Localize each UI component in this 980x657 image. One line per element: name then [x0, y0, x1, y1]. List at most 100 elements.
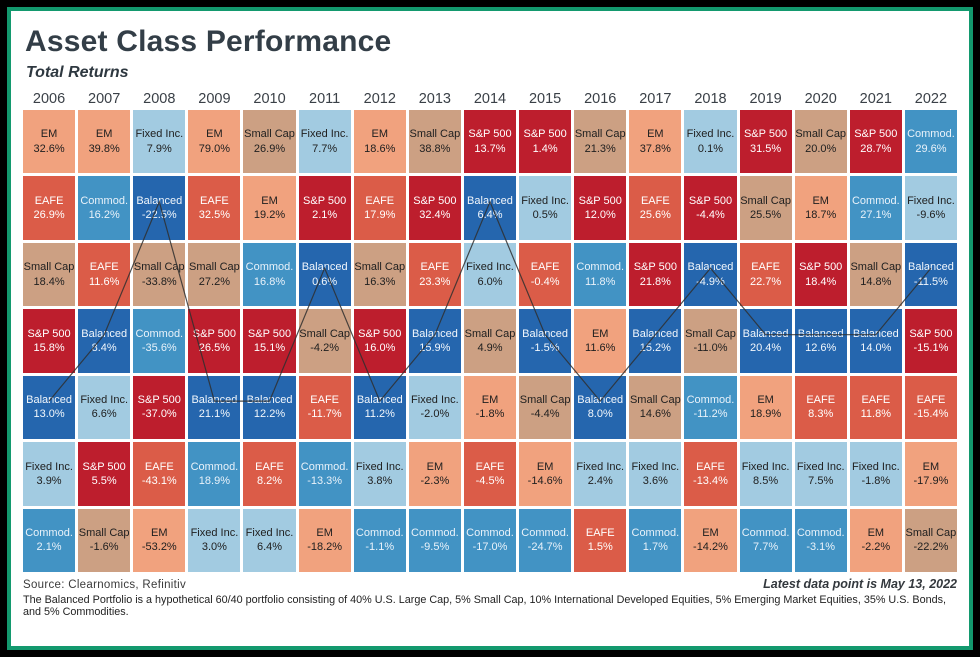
- cell-2009-em: EM 79.0%: [188, 110, 241, 174]
- cell-asset-label: Commod.: [411, 526, 459, 539]
- cell-value-label: 18.9%: [749, 408, 782, 421]
- cell-2006-smallcap: Small Cap 18.4%: [23, 242, 76, 307]
- cell-value-label: 12.2%: [253, 408, 286, 421]
- cell-asset-label: Commod.: [135, 327, 184, 340]
- year-label-2021: 2021: [859, 91, 892, 107]
- cell-2008-sp500: S&P 500 -37.0%: [133, 375, 186, 440]
- cell-asset-label: EAFE: [585, 526, 615, 539]
- cell-2017-eafe: EAFE 25.6%: [629, 176, 682, 240]
- cell-2014-eafe: EAFE -4.5%: [463, 442, 517, 506]
- cell-2009-balanced: Balanced 21.1%: [188, 375, 241, 440]
- cell-value-label: -1.6%: [89, 541, 119, 554]
- cell-asset-label: S&P 500: [247, 327, 292, 340]
- cell-asset-label: EAFE: [310, 394, 339, 407]
- cell-2021-sp500: S&P 500 28.7%: [849, 110, 902, 174]
- cell-2012-sp500: S&P 500 16.0%: [353, 309, 406, 373]
- cell-value-label: 6.4%: [477, 209, 503, 222]
- cell-value-label: 2.1%: [312, 209, 338, 222]
- cell-value-label: 15.8%: [33, 341, 65, 354]
- cell-asset-label: EM: [481, 394, 499, 407]
- cell-2012-balanced: Balanced 11.2%: [353, 375, 406, 440]
- cell-asset-label: S&P 500: [27, 327, 71, 340]
- cell-value-label: 3.9%: [36, 474, 62, 487]
- cell-2013-balanced: Balanced 15.9%: [408, 309, 461, 373]
- cell-asset-label: EAFE: [475, 460, 505, 473]
- cell-value-label: 11.6%: [88, 275, 120, 288]
- cell-2021-balanced: Balanced 14.0%: [849, 309, 902, 373]
- cell-asset-label: Small Cap: [464, 327, 516, 340]
- cell-2021-eafe: EAFE 11.8%: [849, 375, 902, 440]
- cell-asset-label: Balanced: [742, 327, 789, 340]
- cell-2020-commod: Commod. -3.1%: [794, 508, 847, 572]
- year-label-2011: 2011: [309, 91, 341, 107]
- cell-asset-label: EM: [426, 460, 444, 473]
- cell-value-label: 25.6%: [639, 209, 671, 222]
- cell-value-label: -11.7%: [307, 408, 342, 421]
- balanced-portfolio-note: The Balanced Portfolio is a hypothetical…: [23, 594, 947, 618]
- cell-value-label: 20.4%: [749, 341, 782, 354]
- cell-asset-label: Commod.: [907, 128, 955, 141]
- cell-2018-sp500: S&P 500 -4.4%: [684, 176, 737, 240]
- cell-2016-commod: Commod. 11.8%: [574, 242, 627, 307]
- returns-grid: EM 32.6% EAFE 26.9% Small Cap 18.4% S&P 500 15.…: [23, 110, 957, 572]
- cell-2012-fixedinc: Fixed Inc. 3.8%: [353, 442, 406, 506]
- cell-2022-smallcap: Small Cap -22.2%: [904, 508, 957, 572]
- cell-value-label: -11.0%: [693, 341, 728, 354]
- cell-asset-label: S&P 500: [468, 128, 512, 141]
- cell-asset-label: Small Cap: [519, 394, 571, 407]
- cell-2014-fixedinc: Fixed Inc. 6.0%: [463, 242, 517, 307]
- cell-asset-label: Fixed Inc.: [796, 460, 845, 473]
- cell-asset-label: Balanced: [467, 194, 513, 207]
- cell-value-label: 19.2%: [253, 209, 286, 222]
- year-label-2019: 2019: [749, 91, 782, 107]
- cell-asset-label: Fixed Inc.: [741, 460, 790, 473]
- cell-asset-label: Commod.: [521, 526, 569, 539]
- cell-2006-eafe: EAFE 26.9%: [23, 176, 76, 240]
- cell-2009-sp500: S&P 500 26.5%: [188, 309, 241, 373]
- cell-asset-label: EAFE: [144, 460, 174, 473]
- cell-asset-label: Commod.: [190, 460, 239, 473]
- cell-2013-commod: Commod. -9.5%: [408, 508, 461, 572]
- cell-value-label: -18.2%: [307, 541, 343, 554]
- latest-data-point-text: Latest data point is May 13, 2022: [763, 577, 957, 591]
- cell-asset-label: EAFE: [34, 194, 64, 207]
- cell-2007-commod: Commod. 16.2%: [78, 176, 131, 240]
- cell-asset-label: EAFE: [751, 261, 780, 274]
- cell-2015-em: EM -14.6%: [519, 442, 572, 506]
- cell-asset-label: Balanced: [191, 394, 238, 407]
- cell-2020-fixedinc: Fixed Inc. 7.5%: [794, 442, 847, 506]
- cell-2018-smallcap: Small Cap -11.0%: [684, 309, 737, 373]
- cell-2018-balanced: Balanced -4.9%: [684, 242, 737, 307]
- cell-value-label: 5.5%: [91, 474, 117, 487]
- cell-2020-smallcap: Small Cap 20.0%: [794, 110, 847, 174]
- cell-2008-smallcap: Small Cap -33.8%: [133, 242, 186, 307]
- cell-2015-commod: Commod. -24.7%: [519, 508, 572, 572]
- cell-2010-smallcap: Small Cap 26.9%: [243, 110, 296, 174]
- cell-asset-label: Commod.: [686, 394, 735, 407]
- cell-value-label: 15.9%: [419, 341, 451, 354]
- cell-asset-label: EAFE: [255, 460, 284, 473]
- cell-2019-sp500: S&P 500 31.5%: [739, 110, 792, 174]
- cell-asset-label: Small Cap: [299, 327, 351, 340]
- cell-asset-label: EAFE: [861, 394, 891, 407]
- cell-asset-label: Small Cap: [244, 128, 295, 141]
- cell-value-label: -33.8%: [141, 275, 177, 288]
- cell-value-label: 1.7%: [642, 541, 668, 554]
- cell-value-label: -9.5%: [420, 541, 450, 554]
- cell-value-label: -15.4%: [913, 408, 949, 421]
- cell-asset-label: Fixed Inc.: [135, 128, 184, 141]
- cell-value-label: 26.9%: [33, 209, 65, 222]
- cell-asset-label: Small Cap: [685, 327, 736, 340]
- cell-value-label: 11.8%: [585, 275, 616, 288]
- cell-2022-em: EM -17.9%: [904, 442, 957, 506]
- cell-2019-balanced: Balanced 20.4%: [739, 309, 792, 373]
- cell-asset-label: Balanced: [26, 394, 72, 407]
- cell-asset-label: EM: [702, 526, 719, 539]
- cell-value-label: -1.5%: [530, 341, 560, 354]
- cell-asset-label: EM: [757, 394, 774, 407]
- cell-value-label: 6.0%: [477, 275, 503, 288]
- cell-asset-label: Commod.: [80, 194, 129, 207]
- cell-value-label: 15.1%: [253, 341, 286, 354]
- cell-2020-sp500: S&P 500 18.4%: [794, 242, 847, 307]
- cell-value-label: -13.4%: [693, 474, 728, 487]
